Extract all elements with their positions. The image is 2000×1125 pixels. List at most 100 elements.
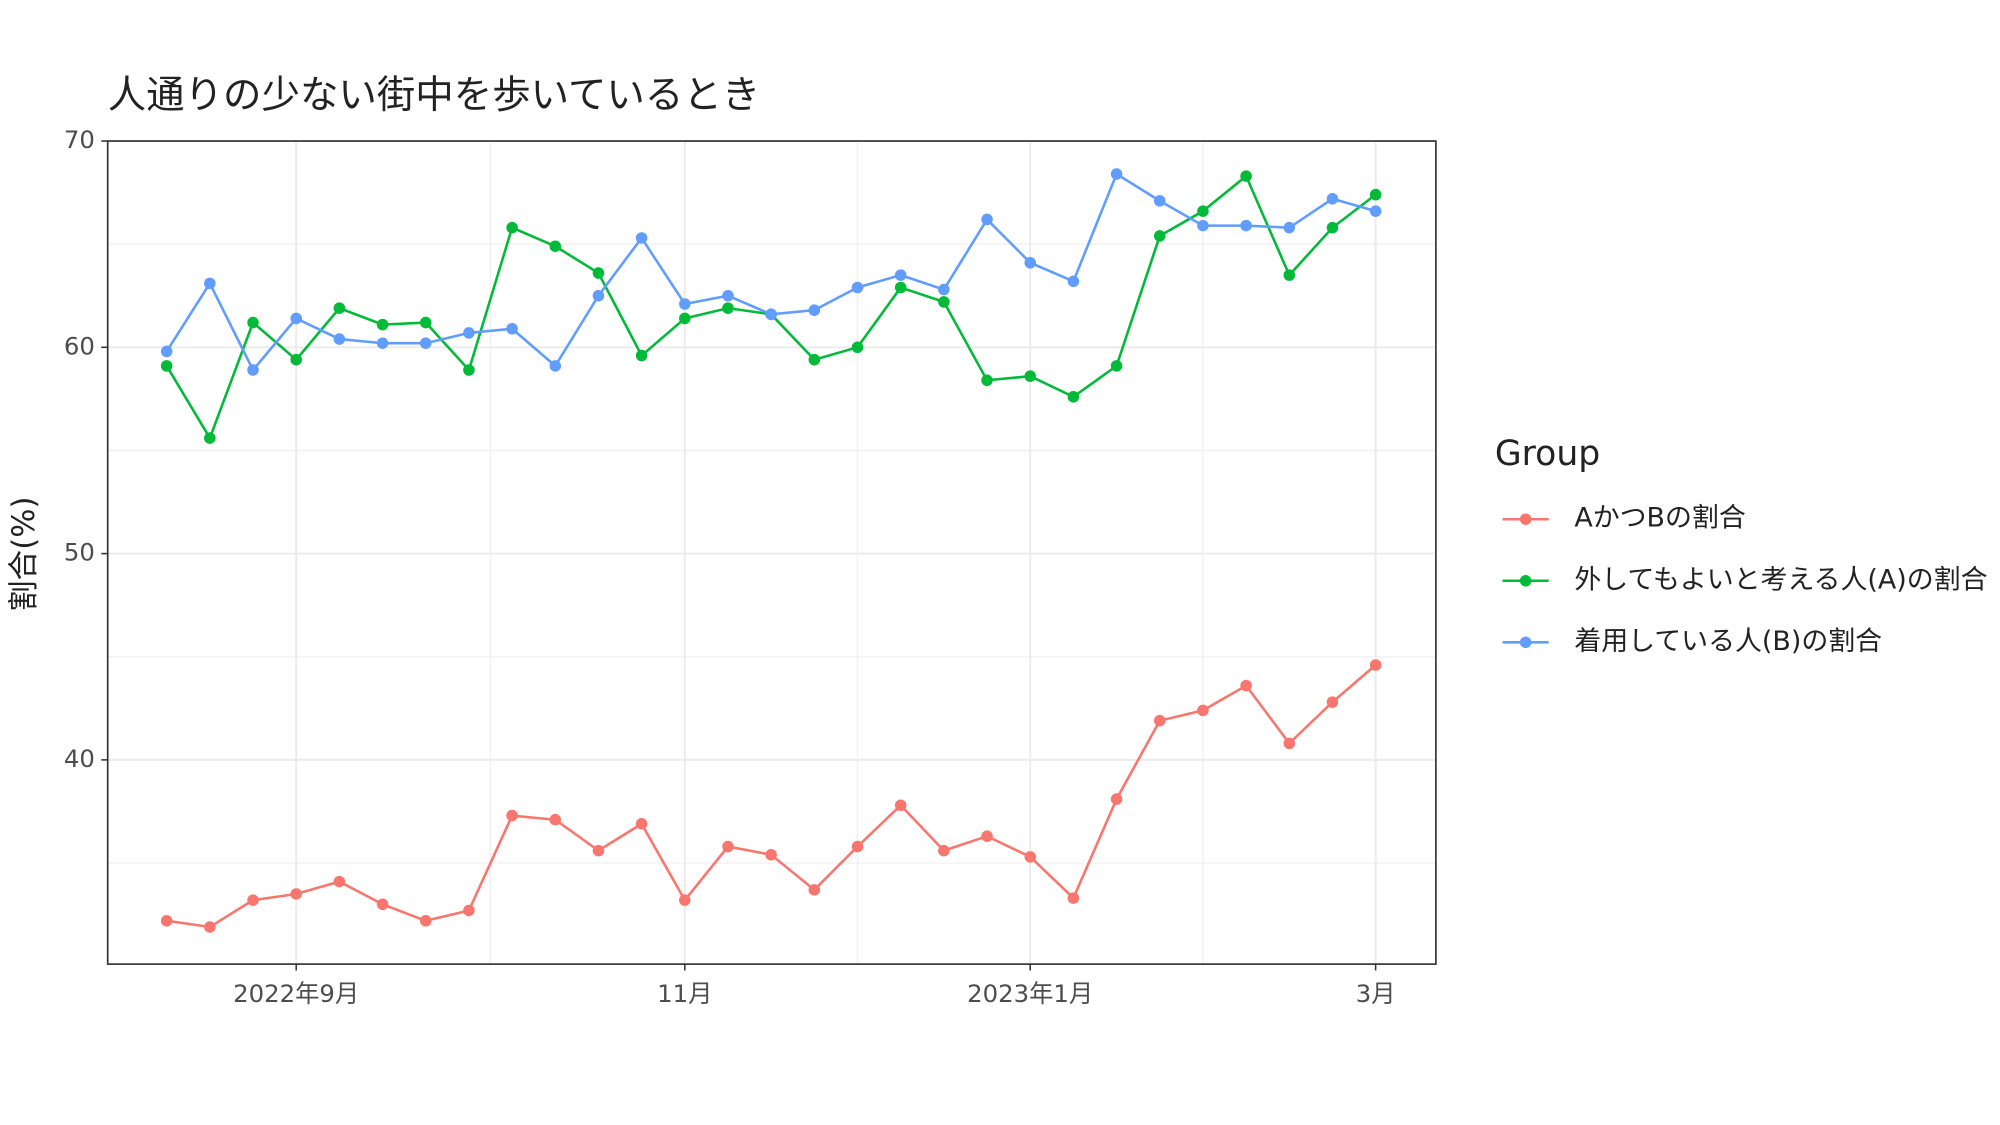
data-point [506,809,518,822]
data-point [1067,275,1080,288]
data-point [290,353,302,366]
data-point [1240,170,1252,182]
y-axis-label: 割合(%) [6,496,42,611]
data-point [1153,195,1166,207]
data-point [506,322,518,335]
data-point [1326,221,1339,234]
data-point [333,875,346,888]
data-point [1326,696,1339,708]
data-point [592,289,605,302]
data-point [1067,391,1080,403]
data-point [204,277,216,290]
legend-marker [1519,575,1532,587]
data-point [938,296,950,308]
data-point [981,830,993,842]
y-tick-label: 40 [64,744,95,773]
data-point [549,813,562,826]
data-point [1197,219,1209,232]
data-point [549,240,562,253]
data-point [463,327,475,339]
data-point [894,269,907,281]
data-point [635,232,648,244]
data-point [247,894,259,906]
data-point [1369,188,1382,201]
data-point [1153,714,1166,727]
legend-label: 外してもよいと考える人(A)の割合 [1574,564,1987,595]
data-point [463,904,475,917]
chart-title: 人通りの少ない街中を歩いているとき [108,73,761,118]
data-point [765,849,777,861]
data-point [376,337,389,349]
data-point [635,349,648,362]
x-tick-label: 3月 [1356,979,1396,1008]
data-point [1067,892,1080,904]
data-point [1240,679,1252,692]
legend-marker [1519,636,1532,649]
data-point [1197,704,1209,717]
data-point [1110,168,1123,180]
data-point [1240,219,1252,232]
data-point [463,364,475,376]
data-point [247,316,259,329]
data-point [679,298,691,310]
data-point [1110,360,1123,372]
x-tick-label: 2023年1月 [967,979,1093,1008]
data-point [160,915,173,927]
data-point [592,844,605,857]
y-tick-label: 60 [64,331,95,360]
data-point [894,281,907,294]
data-point [204,921,216,933]
legend-label: AかつBの割合 [1574,503,1745,534]
data-point [722,289,734,302]
data-point [679,894,691,906]
data-point [1283,269,1296,281]
data-point [333,302,346,314]
data-point [1326,193,1339,205]
data-point [1197,205,1209,217]
data-point [290,312,302,325]
data-point [679,312,691,325]
data-point [160,360,173,372]
data-point [204,432,216,444]
plot-background [107,141,1436,965]
data-point [333,333,346,345]
data-point [1369,205,1382,217]
data-point [419,316,432,329]
data-point [419,337,432,349]
legend-title: Group [1495,434,1600,474]
legend-label: 着用している人(B)の割合 [1574,626,1882,657]
data-point [1283,737,1296,750]
data-point [765,308,777,321]
data-point [592,267,605,279]
data-point [1024,370,1036,382]
legend-marker [1519,513,1532,525]
y-tick-label: 50 [64,538,95,567]
data-point [290,888,302,900]
data-point [722,302,734,314]
data-point [506,221,518,234]
data-point [894,799,907,812]
data-point [1369,659,1382,671]
data-point [938,844,950,857]
data-point [376,318,389,331]
x-tick-label: 11月 [657,979,712,1008]
data-point [160,345,173,358]
data-point [247,364,259,376]
data-point [981,374,993,387]
data-point [938,283,950,296]
data-point [635,818,648,830]
plot-border [106,140,1437,965]
y-tick-label: 70 [64,125,95,154]
data-point [851,840,864,853]
data-point [419,915,432,927]
data-point [808,304,821,316]
data-point [722,840,734,853]
data-point [549,360,562,372]
data-point [1153,230,1166,242]
data-point [981,213,993,226]
data-point [376,898,389,911]
data-point [1110,793,1123,805]
data-point [851,281,864,294]
data-point [1024,256,1036,269]
